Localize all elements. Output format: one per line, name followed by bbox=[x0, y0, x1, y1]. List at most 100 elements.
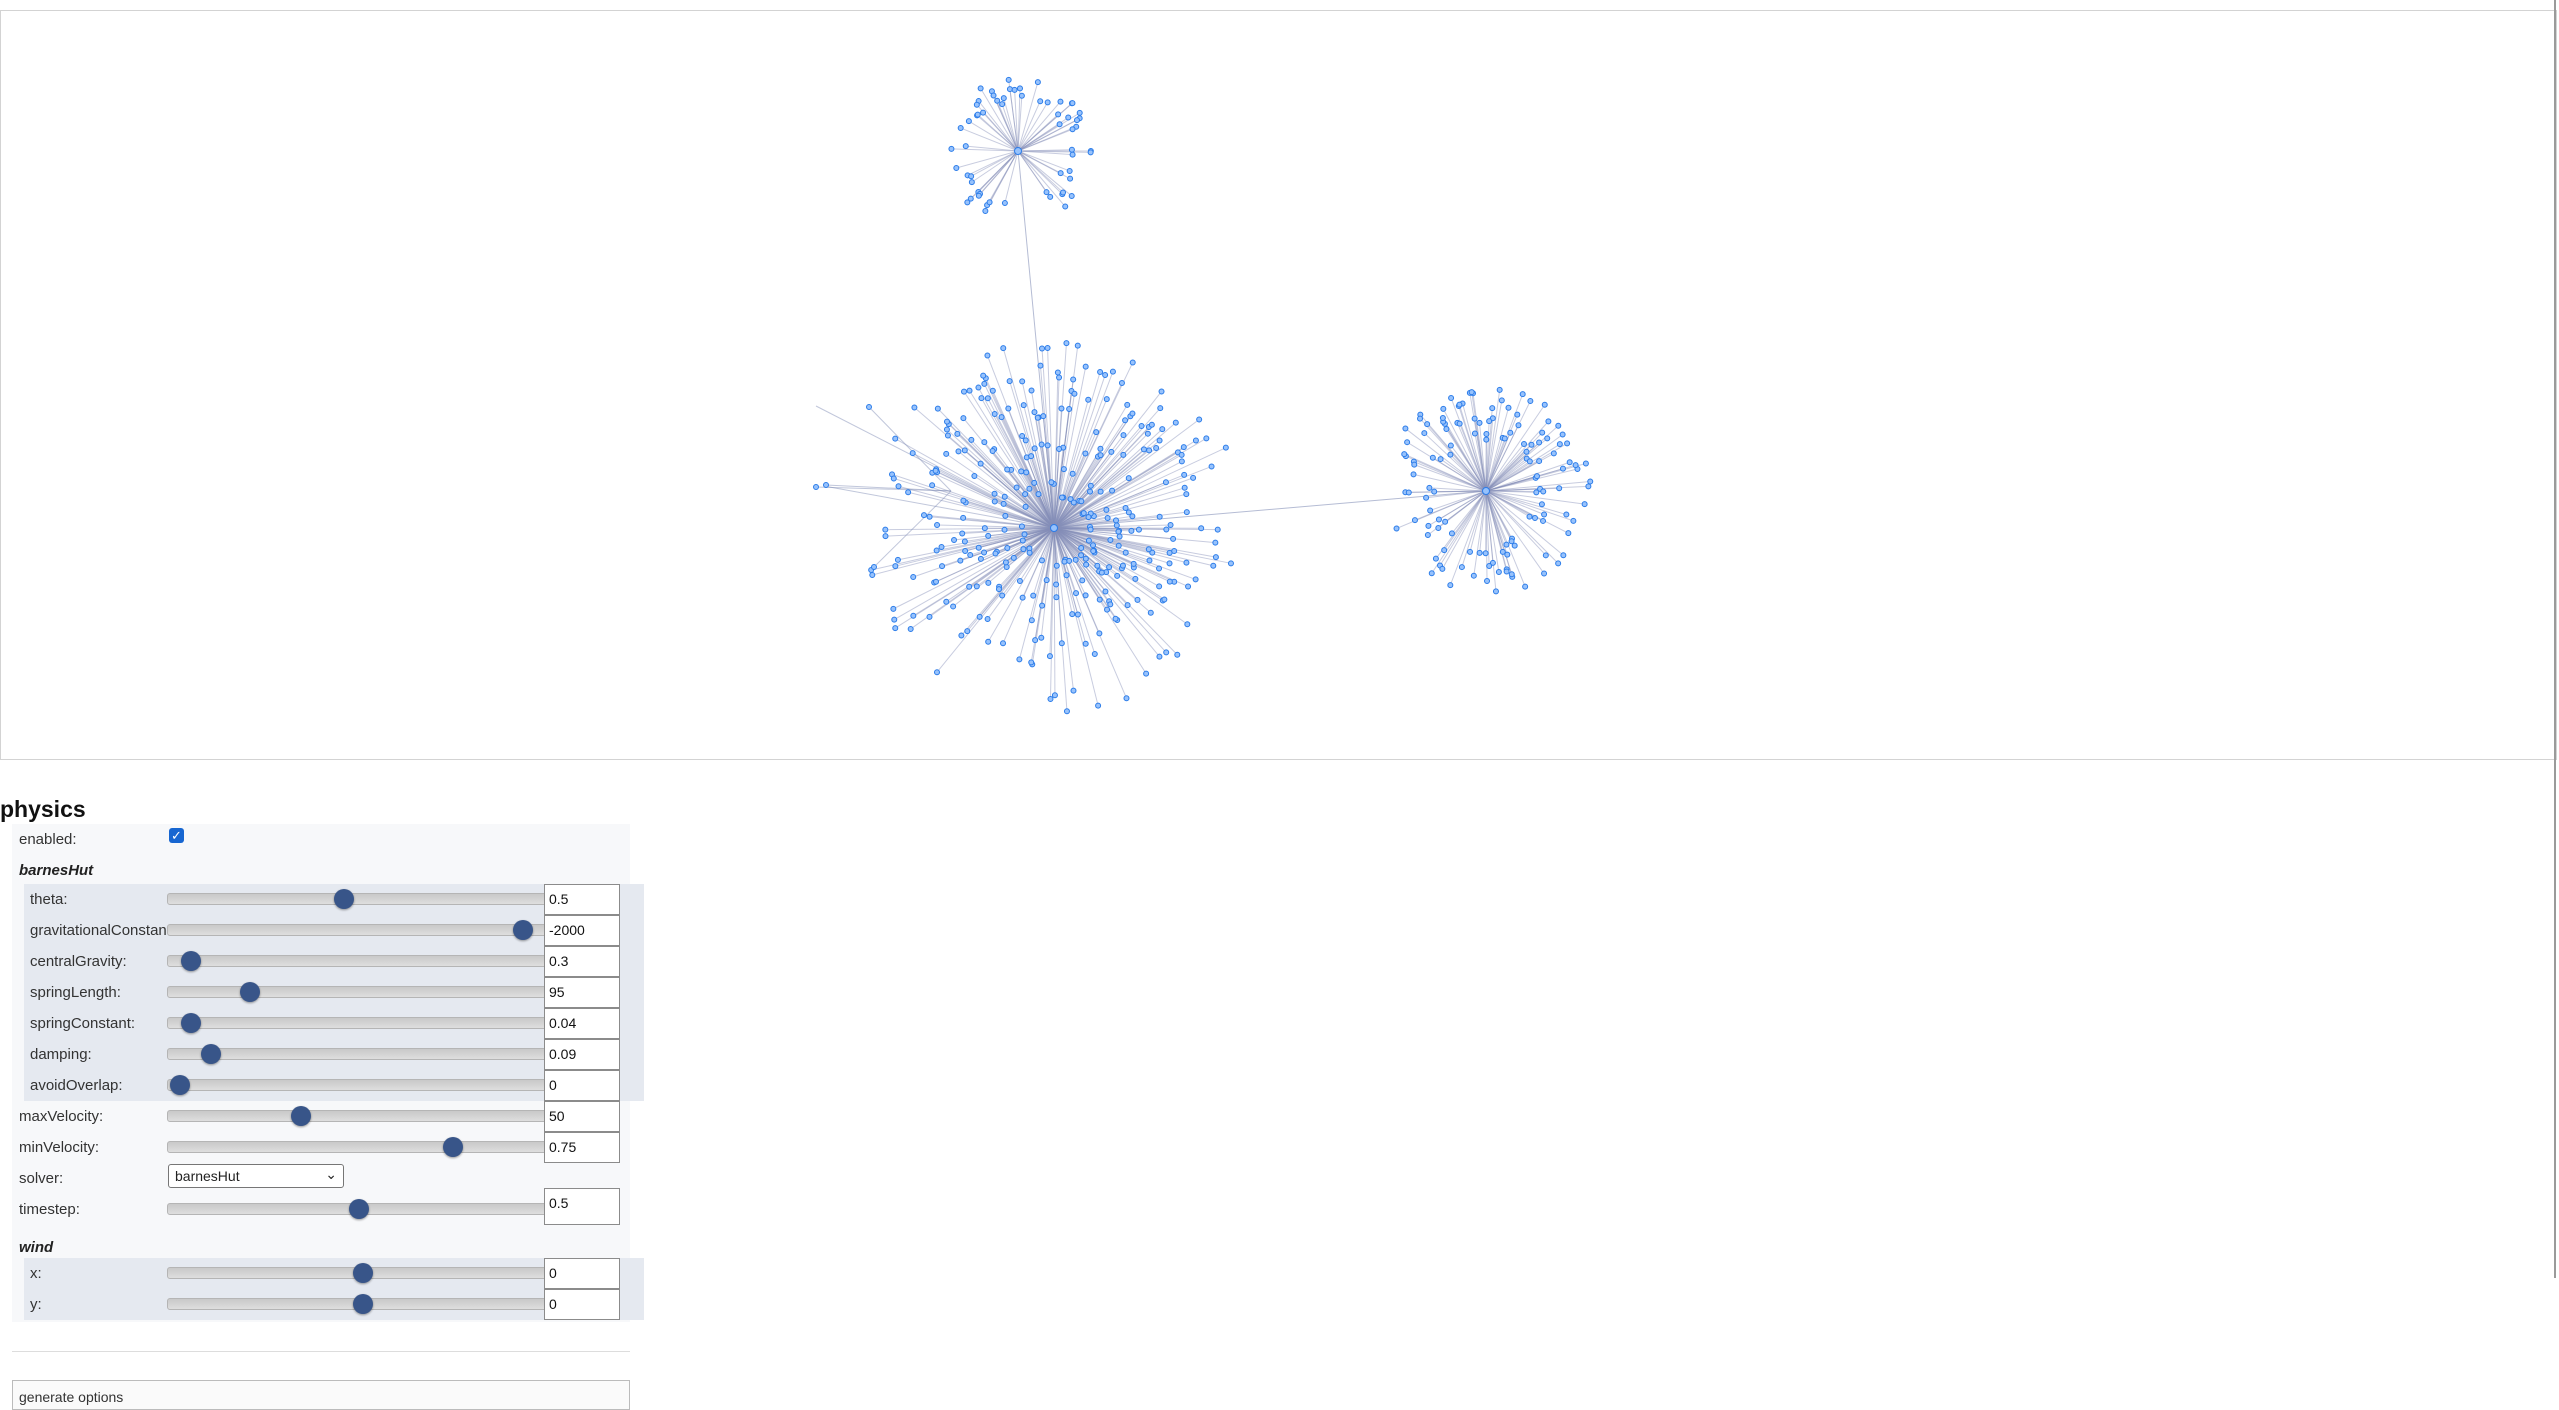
graph-node[interactable] bbox=[965, 629, 970, 634]
graph-node[interactable] bbox=[978, 461, 983, 466]
graph-node[interactable] bbox=[991, 93, 996, 98]
graph-node[interactable] bbox=[1582, 502, 1587, 507]
graph-node[interactable] bbox=[1103, 589, 1108, 594]
graph-node[interactable] bbox=[1528, 398, 1533, 403]
graph-node[interactable] bbox=[1003, 513, 1008, 518]
graph-node[interactable] bbox=[1023, 492, 1028, 497]
graph-node[interactable] bbox=[1081, 511, 1086, 516]
graph-node[interactable] bbox=[954, 166, 959, 171]
graph-node[interactable] bbox=[1079, 553, 1084, 558]
graph-node[interactable] bbox=[911, 613, 916, 618]
graph-node[interactable] bbox=[987, 200, 992, 205]
graph-node[interactable] bbox=[1428, 508, 1433, 513]
graph-node[interactable] bbox=[934, 579, 939, 584]
graph-node[interactable] bbox=[1502, 436, 1507, 441]
graph-node[interactable] bbox=[1433, 556, 1438, 561]
timestep-slider[interactable] bbox=[167, 1203, 557, 1215]
graph-node[interactable] bbox=[978, 86, 983, 91]
graph-node[interactable] bbox=[935, 406, 940, 411]
graph-node[interactable] bbox=[1164, 527, 1169, 532]
barneshut-input[interactable]: 0.04 bbox=[544, 1008, 620, 1039]
graph-node[interactable] bbox=[1071, 377, 1076, 382]
graph-node[interactable] bbox=[1411, 472, 1416, 477]
graph-node[interactable] bbox=[1088, 489, 1093, 494]
wind-input[interactable]: 0 bbox=[544, 1289, 620, 1320]
graph-node[interactable] bbox=[1136, 527, 1141, 532]
graph-node[interactable] bbox=[1083, 593, 1088, 598]
graph-node[interactable] bbox=[908, 626, 913, 631]
graph-node[interactable] bbox=[982, 526, 987, 531]
graph-node[interactable] bbox=[1565, 441, 1570, 446]
graph-node[interactable] bbox=[1080, 578, 1085, 583]
barneshut-input[interactable]: 95 bbox=[544, 977, 620, 1008]
graph-node[interactable] bbox=[1438, 457, 1443, 462]
graph-node[interactable] bbox=[1186, 584, 1191, 589]
graph-node[interactable] bbox=[1059, 641, 1064, 646]
barneshut-input[interactable]: 0.5 bbox=[544, 884, 620, 915]
graph-node[interactable] bbox=[992, 491, 997, 496]
barneshut-slider-thumb[interactable] bbox=[181, 1013, 201, 1033]
graph-node[interactable] bbox=[1023, 438, 1028, 443]
graph-node[interactable] bbox=[969, 174, 974, 179]
graph-node[interactable] bbox=[1039, 442, 1044, 447]
graph-node[interactable] bbox=[1007, 379, 1012, 384]
graph-node[interactable] bbox=[1135, 597, 1140, 602]
graph-node[interactable] bbox=[1448, 452, 1453, 457]
graph-node[interactable] bbox=[1056, 112, 1061, 117]
graph-node[interactable] bbox=[1095, 563, 1100, 568]
graph-node[interactable] bbox=[1001, 501, 1006, 506]
graph-node[interactable] bbox=[1532, 516, 1537, 521]
graph-node[interactable] bbox=[1213, 555, 1218, 560]
graph-node[interactable] bbox=[1098, 370, 1103, 375]
graph-node[interactable] bbox=[992, 411, 997, 416]
graph-node[interactable] bbox=[1515, 412, 1520, 417]
graph-node[interactable] bbox=[1566, 531, 1571, 536]
graph-node[interactable] bbox=[1035, 80, 1040, 85]
graph-node[interactable] bbox=[974, 584, 979, 589]
graph-node[interactable] bbox=[1487, 564, 1492, 569]
graph-node[interactable] bbox=[1041, 414, 1046, 419]
graph-node[interactable] bbox=[927, 614, 932, 619]
graph-node[interactable] bbox=[1069, 147, 1074, 152]
graph-node[interactable] bbox=[1179, 452, 1184, 457]
graph-node[interactable] bbox=[927, 514, 932, 519]
barneshut-slider[interactable] bbox=[167, 924, 557, 936]
graph-node[interactable] bbox=[1449, 395, 1454, 400]
graph-node[interactable] bbox=[968, 553, 973, 558]
graph-node[interactable] bbox=[1021, 403, 1026, 408]
graph-node[interactable] bbox=[1477, 550, 1482, 555]
graph-node[interactable] bbox=[1484, 431, 1489, 436]
graph-node[interactable] bbox=[1021, 547, 1026, 552]
minvelocity-slider[interactable] bbox=[167, 1141, 557, 1153]
graph-node[interactable] bbox=[1088, 150, 1093, 155]
barneshut-slider-thumb[interactable] bbox=[201, 1044, 221, 1064]
graph-node[interactable] bbox=[1564, 512, 1569, 517]
graph-node[interactable] bbox=[1057, 375, 1062, 380]
graph-node[interactable] bbox=[958, 126, 963, 131]
graph-node[interactable] bbox=[912, 405, 917, 410]
graph-node[interactable] bbox=[1406, 490, 1411, 495]
graph-node[interactable] bbox=[1472, 431, 1477, 436]
graph-node[interactable] bbox=[1104, 507, 1109, 512]
graph-node[interactable] bbox=[1066, 115, 1071, 120]
graph-node[interactable] bbox=[1054, 582, 1059, 587]
timestep-input[interactable]: 0.5 bbox=[544, 1188, 620, 1225]
graph-node[interactable] bbox=[1163, 480, 1168, 485]
graph-node[interactable] bbox=[1588, 479, 1593, 484]
graph-node[interactable] bbox=[921, 513, 926, 518]
graph-node[interactable] bbox=[1130, 360, 1135, 365]
network-canvas[interactable] bbox=[0, 10, 2557, 760]
graph-node[interactable] bbox=[1023, 504, 1028, 509]
graph-node[interactable] bbox=[1116, 529, 1121, 534]
graph-node[interactable] bbox=[1158, 406, 1163, 411]
graph-node[interactable] bbox=[1141, 447, 1146, 452]
graph-node[interactable] bbox=[1061, 190, 1066, 195]
graph-node[interactable] bbox=[1001, 96, 1006, 101]
graph-node[interactable] bbox=[1527, 459, 1532, 464]
graph-node[interactable] bbox=[1483, 488, 1490, 495]
graph-node[interactable] bbox=[1540, 430, 1545, 435]
graph-node[interactable] bbox=[1477, 420, 1482, 425]
graph-node[interactable] bbox=[1055, 370, 1060, 375]
graph-node[interactable] bbox=[1561, 553, 1566, 558]
graph-node[interactable] bbox=[1119, 381, 1124, 386]
